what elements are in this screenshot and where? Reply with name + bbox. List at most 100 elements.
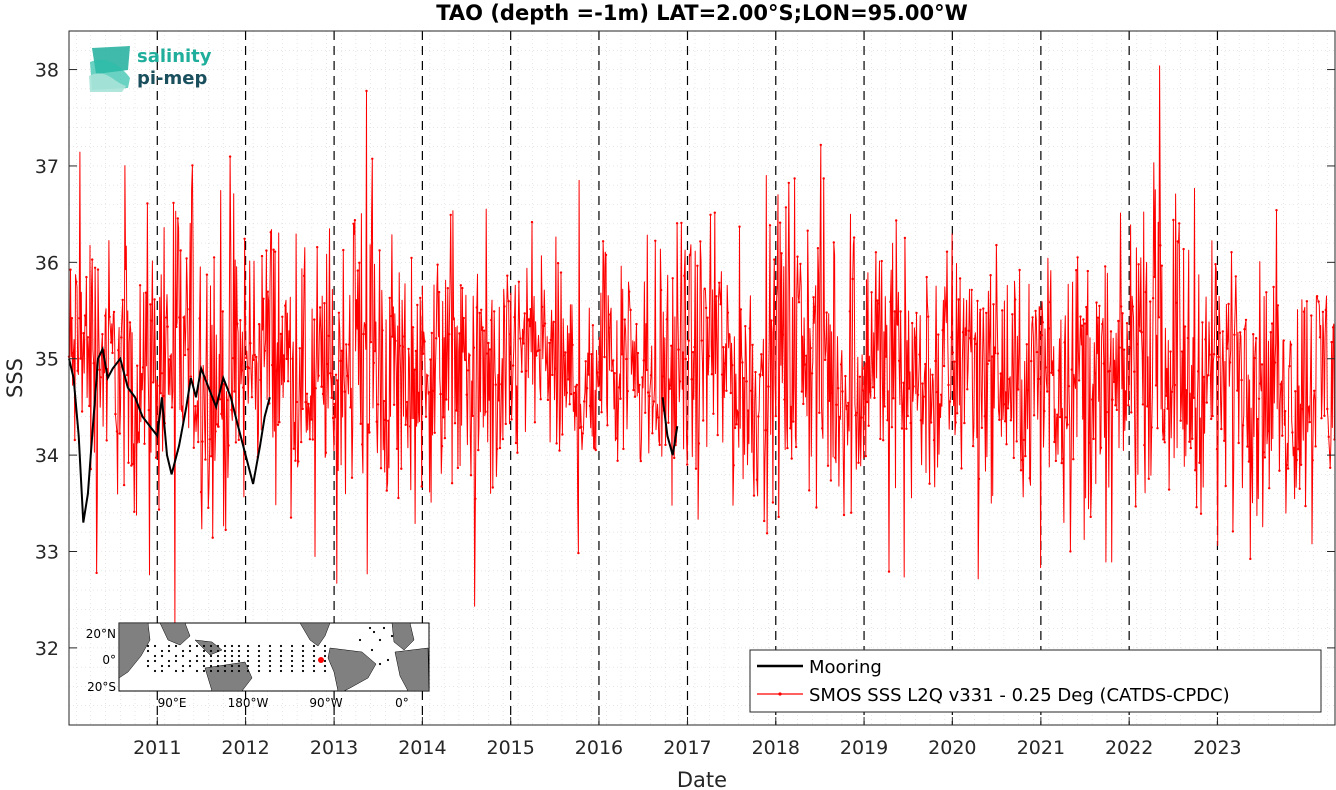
- smos-point: [469, 474, 473, 477]
- smos-point: [350, 476, 354, 479]
- inset-array-dot: [237, 649, 241, 653]
- smos-point: [777, 515, 780, 519]
- smos-point: [1003, 420, 1007, 423]
- smos-point: [165, 316, 168, 319]
- smos-point: [1079, 315, 1082, 318]
- inset-array-dot: [268, 664, 272, 668]
- smos-point: [300, 440, 303, 444]
- smos-point: [651, 432, 654, 435]
- smos-point: [1153, 275, 1156, 279]
- smos-point: [601, 240, 605, 243]
- smos-point: [1005, 443, 1008, 446]
- smos-point: [858, 375, 862, 378]
- inset-array-dot: [195, 644, 199, 648]
- smos-point: [1150, 426, 1153, 429]
- smos-point: [845, 404, 849, 407]
- inset-array-dot: [372, 630, 376, 634]
- smos-point: [500, 383, 503, 386]
- smos-point: [951, 351, 954, 354]
- smos-point: [960, 467, 963, 470]
- legend-box: [749, 649, 1322, 713]
- smos-point: [911, 321, 914, 325]
- inset-array-dot: [216, 644, 220, 648]
- smos-point: [612, 359, 615, 362]
- smos-point: [231, 357, 235, 360]
- smos-point: [1326, 407, 1329, 411]
- smos-point: [494, 383, 497, 386]
- smos-point: [1281, 434, 1284, 437]
- smos-point: [1256, 417, 1259, 421]
- smos-point: [361, 443, 364, 446]
- smos-point: [210, 455, 213, 458]
- smos-point: [98, 368, 101, 371]
- smos-point: [976, 299, 979, 303]
- smos-point: [421, 352, 425, 355]
- smos-point: [86, 336, 90, 339]
- inset-array-dot: [216, 664, 220, 668]
- smos-point: [1220, 427, 1223, 431]
- inset-array-dot: [246, 669, 250, 673]
- smos-point: [131, 462, 135, 466]
- inset-array-dot: [378, 662, 382, 666]
- smos-point: [628, 290, 631, 293]
- smos-point: [1151, 297, 1155, 300]
- inset-array-dot: [382, 626, 386, 630]
- smos-point: [732, 464, 735, 467]
- smos-point: [450, 482, 454, 485]
- smos-point: [1024, 454, 1027, 458]
- smos-point: [897, 359, 901, 362]
- smos-point: [244, 356, 248, 360]
- smos-point: [673, 456, 676, 460]
- smos-point: [686, 463, 689, 466]
- smos-point: [806, 229, 809, 232]
- smos-point: [368, 431, 371, 434]
- smos-point: [1144, 290, 1148, 294]
- inset-array-dot: [230, 659, 234, 663]
- inset-array-dot: [209, 659, 213, 663]
- smos-point: [430, 331, 433, 335]
- smos-point: [790, 457, 793, 460]
- smos-point: [166, 325, 169, 328]
- smos-point: [1109, 330, 1113, 333]
- smos-point: [197, 440, 200, 444]
- smos-point: [445, 398, 448, 401]
- smos-point: [1324, 308, 1328, 312]
- inset-array-dot: [223, 669, 227, 673]
- smos-point: [905, 427, 908, 430]
- smos-point: [552, 320, 555, 324]
- smos-point: [459, 284, 462, 287]
- inset-array-dot: [167, 659, 171, 663]
- smos-point: [1137, 263, 1140, 266]
- smos-point: [607, 326, 611, 330]
- smos-point: [1218, 331, 1222, 335]
- smos-point: [226, 399, 229, 402]
- smos-point: [1176, 240, 1180, 243]
- smos-point: [189, 375, 193, 378]
- smos-point: [427, 391, 431, 394]
- smos-point: [899, 310, 902, 313]
- smos-point: [620, 353, 624, 356]
- inset-array-dot: [268, 659, 272, 663]
- smos-point: [855, 411, 859, 414]
- inset-array-dot: [290, 669, 294, 673]
- smos-point: [558, 449, 561, 452]
- smos-point: [1275, 209, 1278, 212]
- inset-array-dot: [188, 644, 192, 648]
- inset-array-dot: [358, 638, 362, 642]
- legend-mooring-label: Mooring: [809, 657, 882, 678]
- smos-point: [1127, 404, 1130, 407]
- smos-point: [1307, 406, 1310, 409]
- inset-array-dot: [202, 649, 206, 653]
- smos-point: [501, 437, 505, 441]
- smos-point: [272, 248, 275, 251]
- smos-point: [736, 411, 740, 414]
- smos-point: [154, 456, 158, 459]
- smos-point: [903, 236, 907, 240]
- inset-array-dot: [230, 669, 234, 673]
- smos-point: [748, 327, 751, 330]
- smos-point: [320, 385, 323, 388]
- smos-point: [307, 402, 310, 406]
- smos-point: [1019, 469, 1023, 472]
- smos-point: [331, 416, 335, 420]
- smos-point: [1037, 377, 1040, 381]
